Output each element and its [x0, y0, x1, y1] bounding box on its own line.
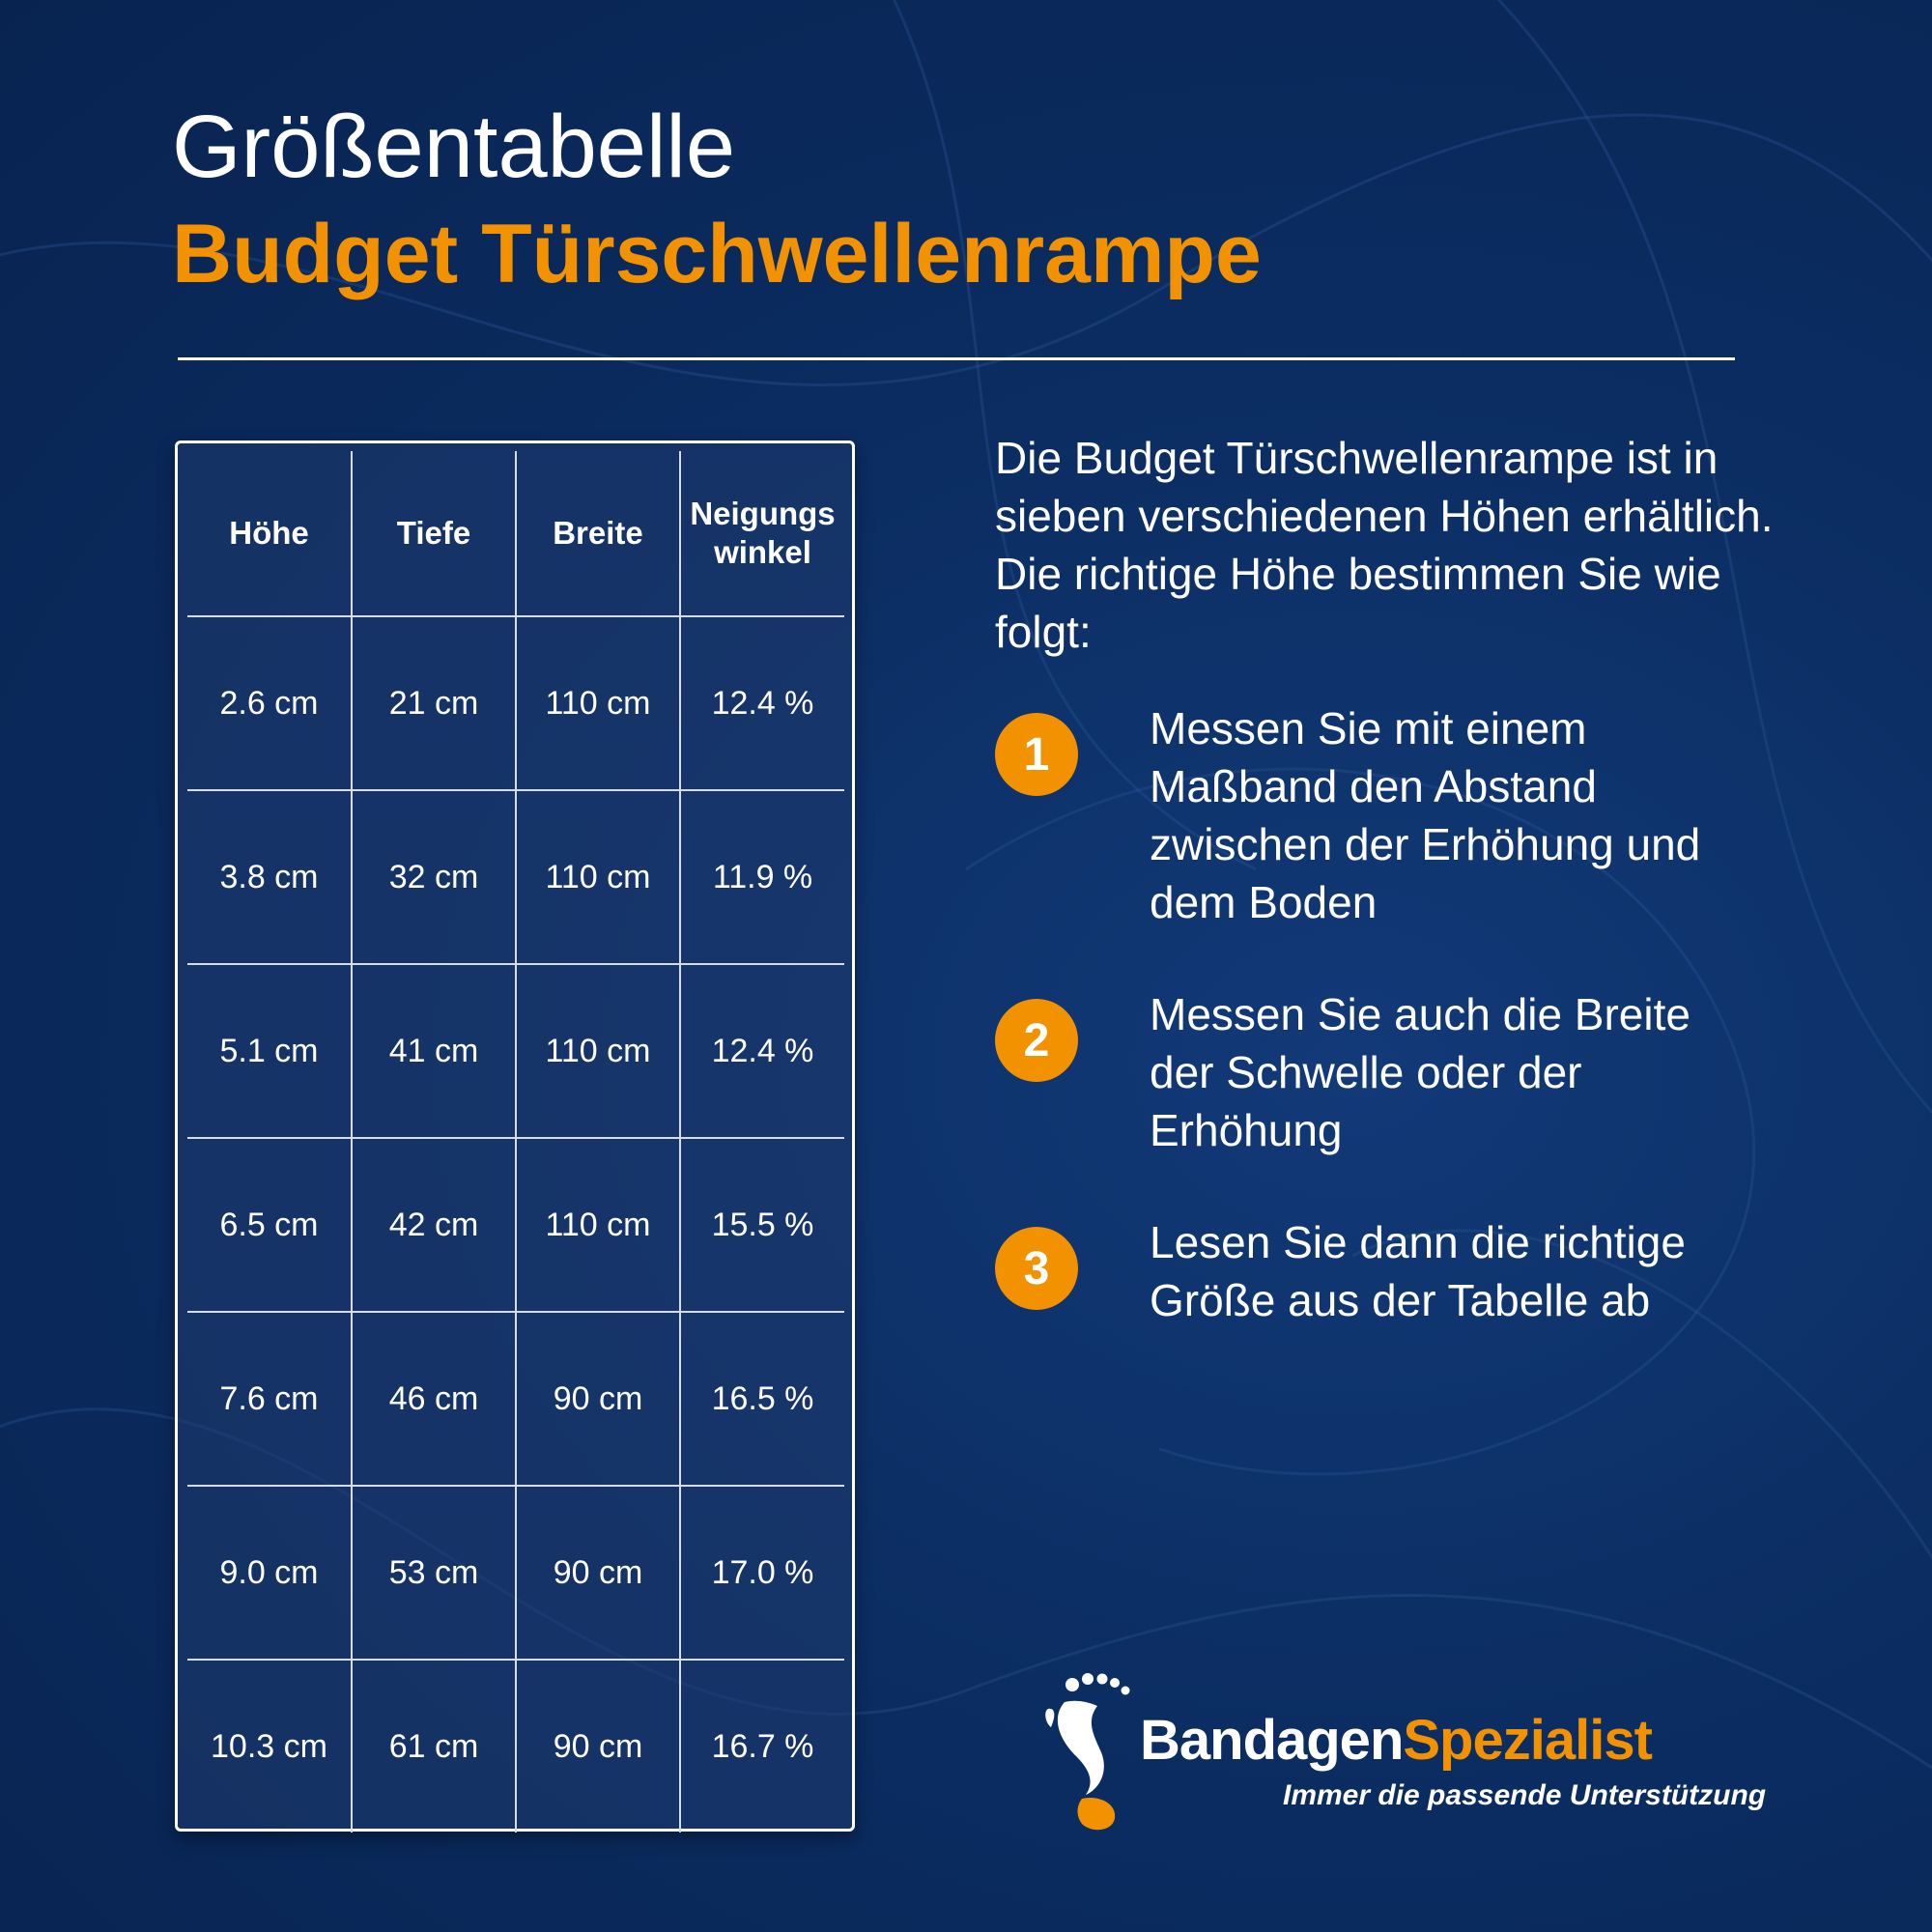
- table-cell: 5.1 cm: [187, 964, 352, 1139]
- table-row: 6.5 cm 42 cm 110 cm 15.5 %: [187, 1138, 844, 1313]
- size-table-frame: Höhe Tiefe Breite Neigungs winkel 2.6 cm…: [175, 440, 855, 1833]
- table-cell: 12.4 %: [679, 616, 844, 791]
- table-row: 2.6 cm 21 cm 110 cm 12.4 %: [187, 616, 844, 791]
- table-cell: 2.6 cm: [187, 616, 352, 791]
- page-title: Größentabelle: [172, 98, 735, 196]
- table-cell: 46 cm: [351, 1312, 516, 1487]
- table-cell: 10.3 cm: [211, 1727, 327, 1765]
- table-cell: 16.5 %: [679, 1312, 844, 1487]
- table-cell: 41 cm: [351, 964, 516, 1139]
- column-header-neigungswinkel: Neigungs winkel: [679, 451, 844, 617]
- table-cell: 90 cm: [515, 1660, 680, 1833]
- table-cell: 110 cm: [515, 1138, 680, 1313]
- table-row: 9.0 cm 53 cm 90 cm 17.0 %: [187, 1486, 844, 1661]
- table-cell: 15.5 %: [679, 1138, 844, 1313]
- table-row: 3.8 cm 32 cm 110 cm 11.9 %: [187, 790, 844, 965]
- table-cell: 110 cm: [515, 616, 680, 791]
- size-table: Höhe Tiefe Breite Neigungs winkel 2.6 cm…: [187, 451, 844, 1833]
- column-header-hoehe: Höhe: [187, 451, 352, 617]
- table-cell: 53 cm: [351, 1486, 516, 1661]
- brand-word-2: Spezialist: [1403, 1709, 1653, 1772]
- table-cell: 9.0 cm: [187, 1486, 352, 1661]
- step-text: Messen Sie auch die Breite der Schwelle …: [1150, 989, 1690, 1155]
- step-number-badge: 3: [995, 1227, 1078, 1310]
- brand-wordmark: BandagenSpezialist: [1140, 1708, 1653, 1773]
- table-row: 5.1 cm 41 cm 110 cm 12.4 %: [187, 964, 844, 1139]
- step-text: Messen Sie mit einem Maßband den Abstand…: [1150, 703, 1701, 927]
- table-cell: 32 cm: [351, 790, 516, 965]
- table-row: 7.6 cm 46 cm 90 cm 16.5 %: [187, 1312, 844, 1487]
- table-cell: 110 cm: [515, 964, 680, 1139]
- table-cell: 6.5 cm: [187, 1138, 352, 1313]
- column-header-tiefe: Tiefe: [351, 451, 516, 617]
- table-cell: 90 cm: [515, 1486, 680, 1661]
- header-divider: [178, 357, 1735, 360]
- step-number-badge: 2: [995, 999, 1078, 1082]
- table-cell: 12.4 %: [679, 964, 844, 1139]
- step-text: Lesen Sie dann die richtige Größe aus de…: [1150, 1217, 1686, 1325]
- table-header-row: Höhe Tiefe Breite Neigungs winkel: [187, 451, 844, 617]
- table-cell: 90 cm: [515, 1312, 680, 1487]
- intro-text: Die Budget Türschwellenrampe ist in sieb…: [995, 433, 1774, 657]
- table-cell: 7.6 cm: [187, 1312, 352, 1487]
- column-header-breite: Breite: [515, 451, 680, 617]
- table-cell: 3.8 cm: [187, 790, 352, 965]
- brand-logo: BandagenSpezialist Immer die passende Un…: [1043, 1671, 1777, 1845]
- brand-word-1: Bandagen: [1140, 1709, 1404, 1772]
- table-cell: 16.7 %: [679, 1660, 844, 1833]
- table-cell: 61 cm: [351, 1660, 516, 1833]
- table-cell: 21 cm: [351, 616, 516, 791]
- table-cell: 42 cm: [351, 1138, 516, 1313]
- page-subtitle: Budget Türschwellenrampe: [172, 208, 1262, 300]
- table-cell: 17.0 %: [679, 1486, 844, 1661]
- brand-tagline: Immer die passende Unterstützung: [1283, 1779, 1767, 1811]
- table-cell: 11.9 %: [679, 790, 844, 965]
- table-row: 10.3 cm 61 cm 90 cm 16.7 %: [187, 1660, 844, 1833]
- step-number-badge: 1: [995, 713, 1078, 796]
- table-cell: 110 cm: [515, 790, 680, 965]
- footprint-icon: [1045, 1673, 1130, 1831]
